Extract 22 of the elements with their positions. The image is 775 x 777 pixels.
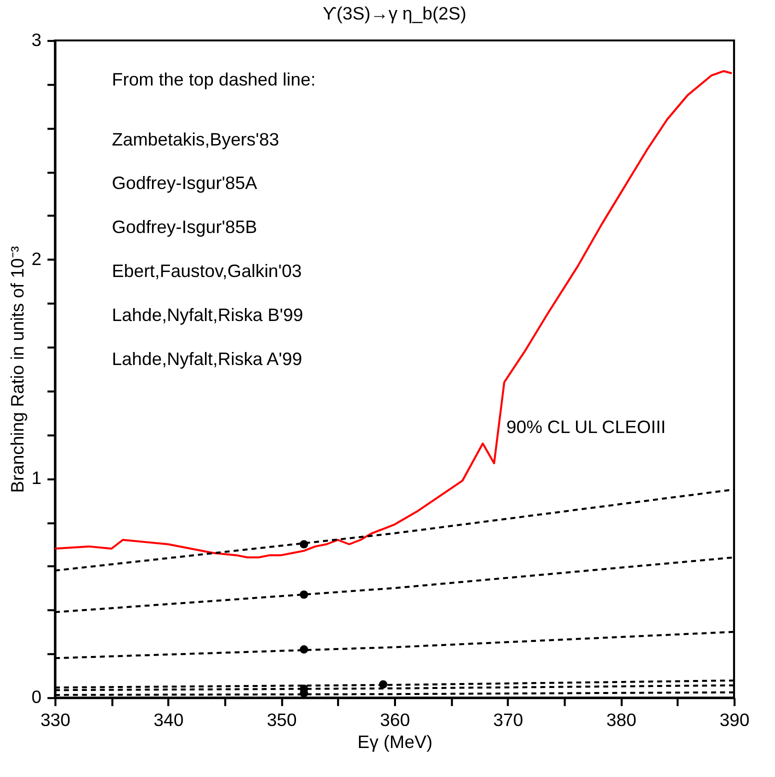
annotation: Lahde,Nyfalt,Riska B'99 (112, 305, 304, 326)
x-tick-label: 330 (40, 710, 70, 730)
annotation: Zambetakis,Byers'83 (112, 129, 280, 150)
x-axis-title: Eγ (MeV) (358, 732, 432, 752)
x-tick-label: 370 (493, 710, 524, 730)
annotation: Godfrey-Isgur'85B (112, 217, 258, 238)
chart-title: ϒ(3S)→γ η_b(2S) (322, 3, 466, 24)
y-tick-label: 3 (31, 30, 42, 50)
y-axis-title: Branching Ratio in units of 10⁻³ (7, 246, 28, 493)
x-tick-label: 390 (720, 710, 750, 730)
series-label: 90% CL UL CLEOIII (506, 416, 666, 437)
annotation: Ebert,Faustov,Galkin'03 (112, 261, 302, 282)
annotation: Godfrey-Isgur'85A (112, 173, 258, 194)
y-tick-label: 1 (31, 468, 42, 488)
y-tick-label: 2 (31, 248, 42, 269)
annotation: Lahde,Nyfalt,Riska A'99 (112, 349, 302, 370)
x-tick-label: 380 (606, 710, 636, 730)
x-tick-label: 340 (154, 710, 184, 730)
y-tick-label: 0 (31, 687, 42, 708)
x-tick-label: 360 (380, 710, 410, 730)
x-tick-label: 350 (266, 710, 297, 730)
annotation: From the top dashed line: (112, 69, 316, 90)
